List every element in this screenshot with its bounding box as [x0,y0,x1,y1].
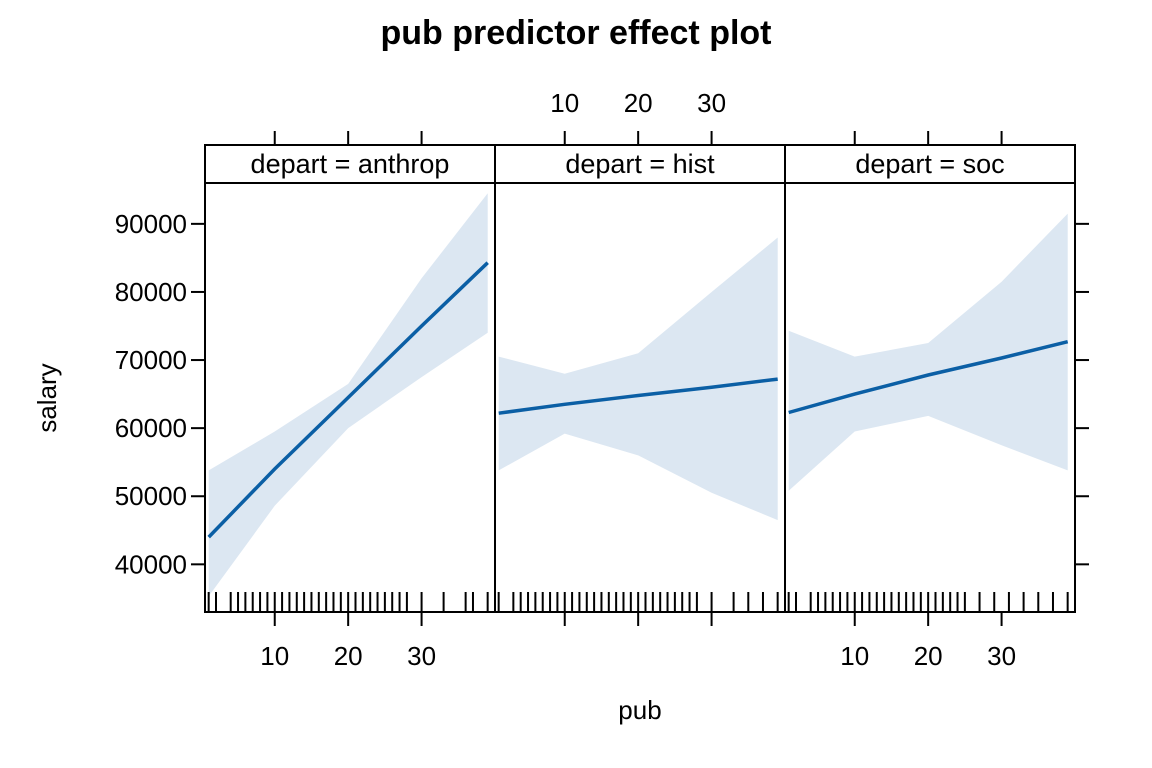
y-axis-title: salary [32,363,62,432]
x-tick-label: 30 [697,88,726,118]
fit-line [788,340,1069,415]
fit-line [207,261,489,539]
x-tick-label: 30 [407,641,436,671]
fit-line [498,377,778,415]
y-tick-label: 40000 [115,549,187,579]
x-tick-label: 10 [260,641,289,671]
y-tick-label: 90000 [115,209,187,239]
confidence-band [788,213,1068,491]
x-axis-title: pub [618,695,661,725]
panel-frame [204,144,496,613]
x-tick-label: 10 [840,641,869,671]
panels: depart = anthrop 10 20 30 depart = hist 10 20 3… [204,88,1076,671]
plot-title: pub predictor effect plot [381,14,772,52]
x-tick-label: 20 [914,641,943,671]
strip-label: depart = anthrop [251,149,450,179]
y-axis: 40000 50000 60000 70000 80000 90000 [115,209,1089,579]
x-tick-label: 20 [334,641,363,671]
panel-frame [784,144,1076,613]
confidence-band [208,193,488,597]
y-tick-label: 50000 [115,481,187,511]
x-tick-label: 30 [987,641,1016,671]
y-tick-label: 70000 [115,345,187,375]
panel-2: depart = hist 10 20 30 [494,88,786,626]
strip-label: depart = soc [855,149,1004,179]
y-tick-label: 60000 [115,413,187,443]
confidence-band [498,237,778,521]
panel-1: depart = anthrop 10 20 30 [204,131,496,671]
x-tick-label: 20 [624,88,653,118]
panel-3: depart = soc 10 20 30 [784,131,1076,671]
y-tick-label: 80000 [115,277,187,307]
strip-label: depart = hist [565,149,715,179]
x-tick-label: 10 [550,88,579,118]
